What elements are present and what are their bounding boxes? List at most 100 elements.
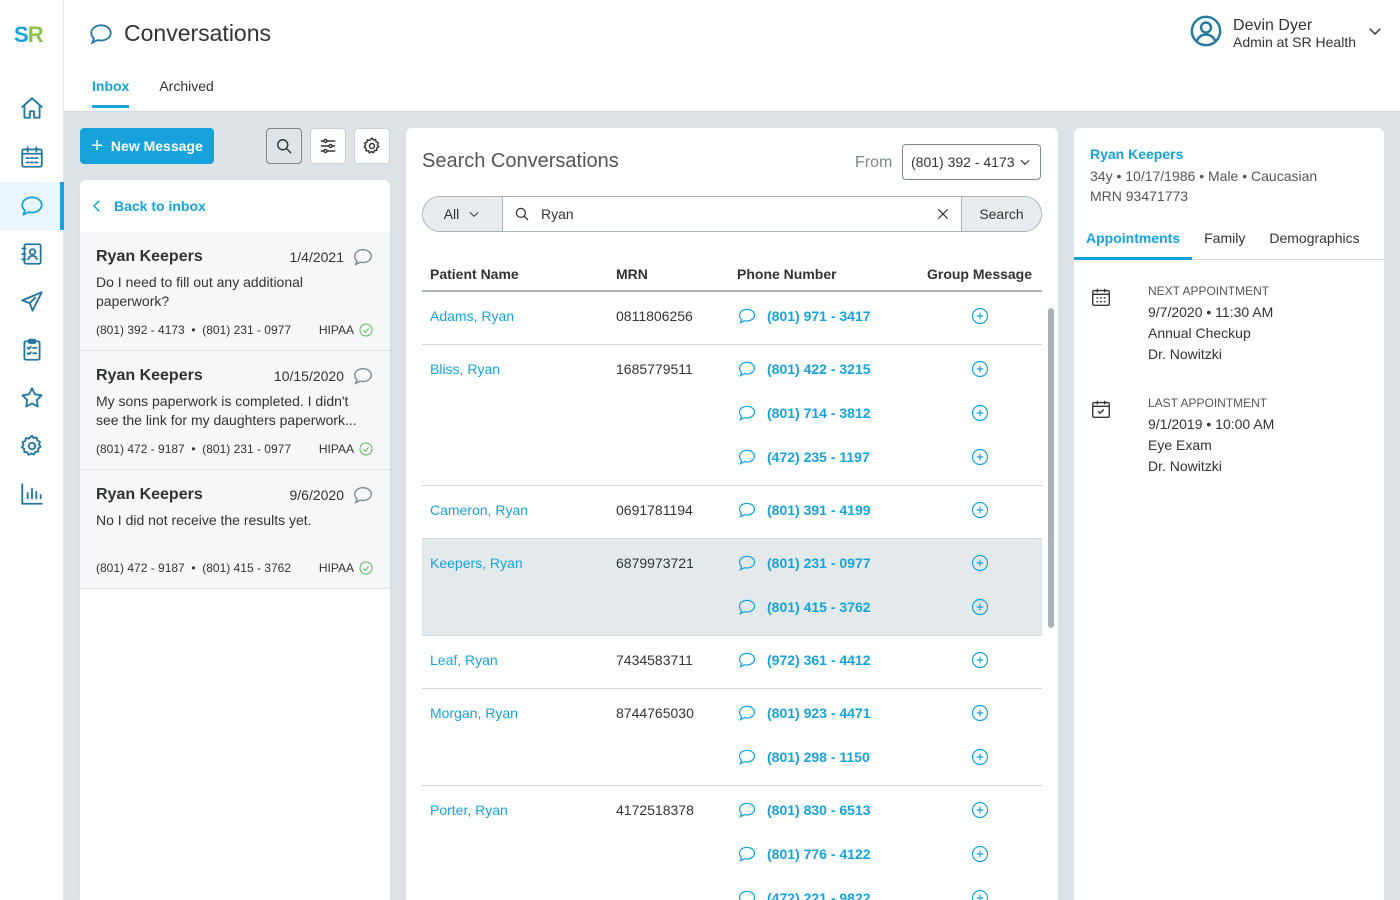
group-message-list	[917, 786, 1042, 900]
phone-number-link[interactable]: (801) 971 - 3417	[737, 296, 917, 336]
nav-reports[interactable]	[0, 470, 64, 518]
phone-number-link[interactable]: (801) 231 - 0977	[737, 543, 917, 583]
table-row[interactable]: Morgan, Ryan 8744765030 (801) 923 - 4471 (8…	[422, 689, 1042, 786]
add-to-group-button[interactable]	[917, 790, 1042, 830]
phone-number-link[interactable]: (801) 923 - 4471	[737, 693, 917, 733]
conversation-name: Ryan Keepers	[96, 248, 203, 265]
conversation-item[interactable]: Ryan Keepers 10/15/2020 My sons paperwor…	[80, 351, 390, 470]
search-submit-button[interactable]: Search	[961, 197, 1041, 231]
add-to-group-button[interactable]	[917, 490, 1042, 530]
add-to-group-button[interactable]	[917, 693, 1042, 733]
user-menu[interactable]: Devin Dyer Admin at SR Health	[1189, 14, 1384, 53]
add-to-group-button[interactable]	[917, 737, 1042, 777]
phone-number-link[interactable]: (801) 776 - 4122	[737, 834, 917, 874]
search-input[interactable]	[541, 206, 925, 222]
conversation-item[interactable]: Ryan Keepers 9/6/2020 No I did not recei…	[80, 470, 390, 589]
nav-contacts[interactable]	[0, 230, 64, 278]
tab-demographics[interactable]: Demographics	[1269, 230, 1360, 246]
results-scrollbar[interactable]	[1048, 308, 1054, 628]
add-circle-icon	[971, 501, 988, 519]
conversation-item[interactable]: Ryan Keepers 1/4/2021 Do I need to fill …	[80, 232, 390, 351]
new-message-button[interactable]: + New Message	[80, 128, 214, 164]
last-appointment: Last Appointment 9/1/2019 • 10:00 AM Eye…	[1090, 396, 1370, 477]
nav-forms[interactable]	[0, 326, 64, 374]
patient-name-link[interactable]: Leaf, Ryan	[430, 652, 498, 668]
phone-number-link[interactable]: (972) 361 - 4412	[737, 640, 917, 680]
tab-family[interactable]: Family	[1204, 230, 1246, 246]
patient-name-link[interactable]: Cameron, Ryan	[430, 502, 529, 518]
search-filter-dropdown[interactable]: All	[423, 197, 503, 231]
patient-details-panel: Ryan Keepers 34y • 10/17/1986 • Male • C…	[1074, 128, 1384, 900]
close-icon[interactable]	[935, 206, 951, 222]
add-to-group-button[interactable]	[917, 437, 1042, 477]
add-to-group-button[interactable]	[917, 296, 1042, 336]
chat-bubble-icon	[738, 652, 756, 668]
nav-calendar[interactable]	[0, 133, 64, 181]
phone-number-link[interactable]: (472) 235 - 1197	[737, 437, 917, 477]
back-to-inbox-link[interactable]: Back to inbox	[80, 180, 390, 232]
from-number-select[interactable]: (801) 392 - 4173	[902, 144, 1041, 180]
table-row[interactable]: Keepers, Ryan 6879973721 (801) 231 - 0977(…	[422, 539, 1042, 636]
add-to-group-button[interactable]	[917, 349, 1042, 389]
patient-name-link[interactable]: Ryan Keepers	[1090, 146, 1184, 162]
add-circle-icon	[971, 598, 988, 616]
conversation-date: 9/6/2020	[289, 487, 345, 503]
filter-button[interactable]	[310, 128, 346, 164]
new-message-label: New Message	[110, 138, 203, 154]
back-to-inbox-label: Back to inbox	[114, 198, 206, 214]
patient-name-link[interactable]: Bliss, Ryan	[430, 361, 501, 377]
table-row[interactable]: Bliss, Ryan 1685779511 (801) 422 - 3215 (80…	[422, 345, 1042, 486]
patient-name-link[interactable]: Morgan, Ryan	[430, 705, 518, 721]
tab-appointments[interactable]: Appointments	[1074, 230, 1193, 260]
chat-icon	[90, 23, 112, 45]
phone-list: (801) 391 - 4199	[737, 486, 917, 538]
page-title-text: Conversations	[124, 20, 272, 46]
patient-mrn: 4172518378	[616, 802, 694, 818]
tab-archived[interactable]: Archived	[159, 78, 214, 94]
conversation-phones: (801) 472 - 9187 • (801) 231 - 0977	[96, 442, 291, 456]
patient-name-link[interactable]: Keepers, Ryan	[430, 555, 523, 571]
add-to-group-button[interactable]	[917, 640, 1042, 680]
phone-number-link[interactable]: (801) 298 - 1150	[737, 737, 917, 777]
table-row[interactable]: Porter, Ryan 4172518378 (801) 830 - 6513 (8…	[422, 786, 1042, 900]
inbox-settings-button[interactable]	[354, 128, 390, 164]
add-to-group-button[interactable]	[917, 543, 1042, 583]
search-icon	[515, 207, 529, 221]
phone-list: (801) 830 - 6513 (801) 776 - 4122 (472) 22…	[737, 786, 917, 900]
add-to-group-button[interactable]	[917, 393, 1042, 433]
phone-number-link[interactable]: (801) 415 - 3762	[737, 587, 917, 627]
next-appointment-label: Next Appointment	[1148, 284, 1270, 298]
user-menu-toggle[interactable]	[1366, 22, 1384, 45]
phone-number-link[interactable]: (801) 714 - 3812	[737, 393, 917, 433]
patient-name-link[interactable]: Porter, Ryan	[430, 802, 508, 818]
nav-reviews[interactable]	[0, 374, 64, 422]
conversation-date: 10/15/2020	[273, 368, 344, 384]
table-row[interactable]: Adams, Ryan 0811806256 (801) 971 - 3417	[422, 292, 1042, 345]
phone-number-link[interactable]: (801) 830 - 6513	[737, 790, 917, 830]
phone-number-link[interactable]: (801) 391 - 4199	[737, 490, 917, 530]
table-row[interactable]: Leaf, Ryan 7434583711 (972) 361 - 4412	[422, 636, 1042, 689]
phone-number-link[interactable]: (801) 422 - 3215	[737, 349, 917, 389]
add-circle-icon	[971, 404, 988, 422]
phone-number-link[interactable]: (472) 221 - 9822	[737, 878, 917, 900]
patient-tabs: Appointments Family Demographics	[1074, 230, 1384, 260]
chat-bubble-icon	[738, 449, 756, 465]
phone-number: (801) 923 - 4471	[767, 705, 871, 721]
phone-number: (472) 235 - 1197	[767, 449, 870, 465]
search-button[interactable]	[266, 128, 302, 164]
add-to-group-button[interactable]	[917, 587, 1042, 627]
tab-inbox[interactable]: Inbox	[92, 78, 130, 108]
chat-bubble-icon	[354, 367, 372, 385]
nav-home[interactable]	[0, 84, 64, 132]
nav-campaigns[interactable]	[0, 278, 64, 326]
table-row[interactable]: Cameron, Ryan 0691781194 (801) 391 - 4199	[422, 486, 1042, 539]
sr-logo[interactable]: SR	[14, 22, 44, 47]
add-to-group-button[interactable]	[917, 878, 1042, 900]
patient-mrn: 0691781194	[616, 502, 693, 518]
nav-conversations[interactable]	[0, 182, 64, 230]
phone-number: (801) 422 - 3215	[767, 361, 871, 377]
sliders-icon	[320, 138, 336, 154]
patient-name-link[interactable]: Adams, Ryan	[430, 308, 515, 324]
nav-settings[interactable]	[0, 422, 64, 470]
add-to-group-button[interactable]	[917, 834, 1042, 874]
